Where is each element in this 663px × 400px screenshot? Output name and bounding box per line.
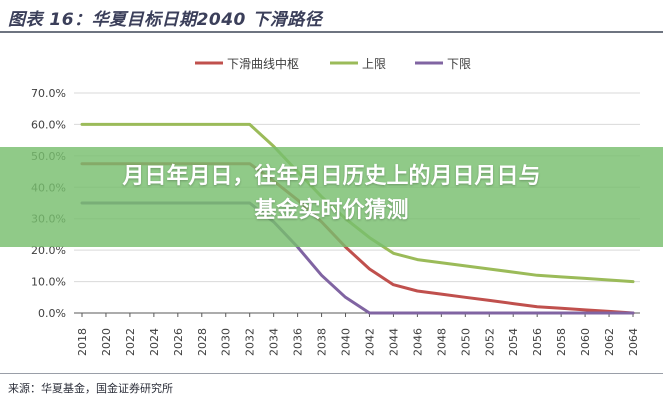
x-tick-label: 2064 [627, 328, 640, 356]
x-tick-label: 2056 [531, 328, 544, 356]
x-tick-label: 2020 [100, 328, 113, 356]
x-tick-label: 2024 [148, 328, 161, 356]
y-tick-label: 20.0% [31, 244, 66, 257]
x-tick-label: 2026 [172, 328, 185, 356]
x-tick-label: 2054 [507, 328, 520, 356]
banner-line-2: 基金实时价猜测 [254, 198, 409, 223]
chart-title: 图表 16：华夏目标日期2040 下滑路径 [8, 10, 323, 30]
overlay-banner-text: 月日年月日，往年月日历史上的月日月日与 基金实时价猜测 [0, 160, 663, 228]
x-tick-label: 2048 [435, 328, 448, 356]
footer-divider [0, 373, 663, 374]
legend-label: 下限 [447, 57, 471, 71]
axes: 0.0%10.0%20.0%30.0%40.0%50.0%60.0%70.0%2… [31, 87, 640, 356]
x-tick-label: 2036 [292, 328, 305, 356]
x-tick-label: 2046 [411, 328, 424, 356]
y-tick-label: 60.0% [31, 118, 66, 131]
x-tick-label: 2058 [555, 328, 568, 356]
x-tick-label: 2038 [316, 328, 329, 356]
x-tick-label: 2034 [268, 328, 281, 356]
source-note: 来源：华夏基金，国金证券研究所 [8, 382, 173, 395]
x-tick-label: 2044 [387, 328, 400, 356]
banner-line-1: 月日年月日，往年月日历史上的月日月日与 [122, 164, 541, 189]
x-tick-label: 2052 [483, 328, 496, 356]
y-tick-label: 0.0% [38, 307, 66, 320]
legend-label: 上限 [362, 57, 386, 71]
overlay-banner [0, 147, 663, 247]
header-divider [0, 31, 663, 33]
x-tick-label: 2022 [124, 328, 137, 356]
y-tick-label: 70.0% [31, 87, 66, 100]
x-tick-label: 2040 [340, 328, 353, 356]
legend-label: 下滑曲线中枢 [227, 56, 299, 71]
x-tick-label: 2028 [196, 328, 209, 356]
x-tick-label: 2018 [76, 328, 89, 356]
x-tick-label: 2060 [579, 328, 592, 356]
x-tick-label: 2050 [459, 328, 472, 356]
legend: 下滑曲线中枢 上限 下限 [195, 56, 471, 71]
x-tick-label: 2062 [603, 328, 616, 356]
x-tick-label: 2030 [220, 328, 233, 356]
x-tick-label: 2042 [363, 328, 376, 356]
y-tick-label: 10.0% [31, 276, 66, 289]
x-tick-label: 2032 [244, 328, 257, 356]
